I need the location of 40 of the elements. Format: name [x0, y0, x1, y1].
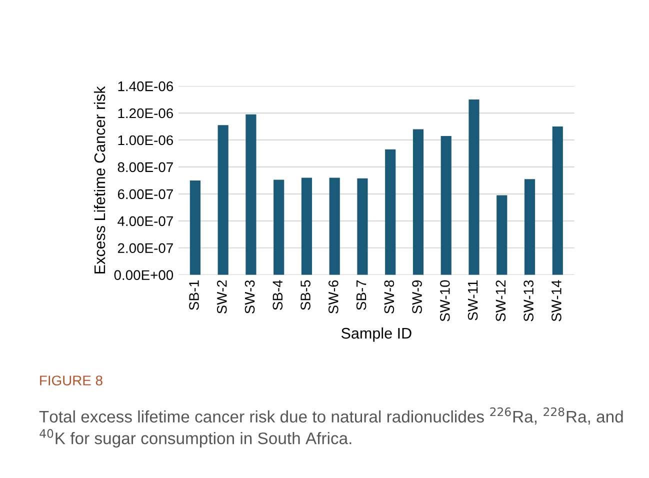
bar [190, 180, 200, 275]
bar [246, 114, 256, 275]
y-tick-label: 1.40E-06 [118, 81, 174, 92]
x-tick-label: SB-4 [272, 280, 283, 310]
x-tick-label: SW-2 [216, 280, 227, 314]
bar [274, 180, 284, 275]
y-tick-label: 0.00E+00 [114, 270, 174, 280]
bar [412, 129, 424, 275]
x-tick-label: SB-1 [189, 280, 199, 310]
x-tick-label: SB-7 [356, 280, 366, 310]
x-tick-label: SW-6 [328, 280, 338, 314]
x-tick-label: SW-12 [496, 280, 506, 322]
x-tick-label: SW-14 [552, 280, 562, 322]
x-axis-title: Sample ID [341, 327, 412, 342]
text: Total excess lifetime cancer risk due to natural radionuclides $^{226}$Ra, $^{228}$Ra, and $^{40}$K for sugar consumption in South Africa. [39, 407, 623, 448]
bar [552, 126, 563, 275]
bar [524, 179, 536, 275]
x-tick-label: SW-3 [244, 280, 255, 314]
y-tick-label: 6.00E-07 [118, 189, 173, 200]
caption: FIGURE 8 [40, 376, 102, 386]
y-tick-label: 8.00E-07 [118, 162, 173, 172]
bar [468, 100, 480, 275]
x-tick-label: SW-9 [412, 280, 422, 314]
bar [440, 136, 452, 275]
bar [301, 178, 312, 275]
y-axis-title: Excess Lifetime Cancer risk [94, 86, 106, 274]
bar [218, 125, 228, 275]
x-tick-label: SB-5 [300, 280, 310, 310]
bar [329, 178, 340, 275]
x-tick-label: SW-8 [384, 280, 394, 314]
y-tick-label: 1.00E-06 [118, 135, 174, 146]
x-tick-label: SW-13 [524, 280, 534, 322]
y-tick-label: 4.00E-07 [118, 216, 173, 226]
bar [496, 195, 508, 275]
bar [385, 149, 396, 275]
bar [357, 178, 368, 275]
x-tick-label: SW-10 [440, 280, 450, 322]
y-tick-label: 2.00E-07 [118, 243, 173, 254]
y-tick-label: 1.20E-06 [118, 108, 174, 118]
x-tick-label: SW-11 [468, 280, 478, 320]
